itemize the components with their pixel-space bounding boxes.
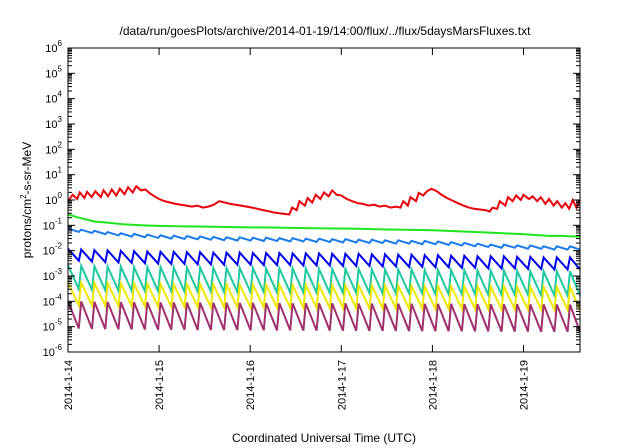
ticks-layer: 10-6 10-5 10-4 10-3 10-2 10-1 100 101 102 103 104 1… [43,39,580,410]
y-axis-label: protons/cm2-s-sr-MeV [19,142,34,258]
y-tick-label: 103 [45,115,62,131]
series-line-4 [67,247,581,272]
x-tick-label: 2014-1-17 [336,360,348,410]
y-tick-label: 105 [45,64,62,80]
chart-title: /data/run/goesPlots/archive/2014-01-19/1… [120,24,532,38]
y-axis-label-rest: -s-sr-MeV [20,142,34,195]
series-line-5 [67,261,581,300]
y-tick-label: 104 [45,90,62,106]
x-tick-label: 2014-1-14 [63,360,75,410]
series-line-1 [67,184,581,216]
series-layer [67,184,581,333]
x-tick-label: 2014-1-19 [519,360,531,410]
series-line-7 [67,300,581,333]
x-tick-label: 2014-1-18 [427,360,439,410]
y-tick-label: 102 [45,140,62,156]
series-line-3 [67,227,581,251]
x-tick-label: 2014-1-16 [245,360,257,410]
x-axis-label: Coordinated Universal Time (UTC) [232,431,416,445]
y-axis-label-main: protons/cm [20,199,34,258]
series-line-2 [67,213,581,238]
y-tick-label: 10-2 [43,242,63,258]
y-tick-label: 10-1 [43,216,63,232]
y-tick-label: 106 [45,39,62,55]
x-tick-label: 2014-1-15 [154,360,166,410]
y-tick-label: 10-5 [43,318,63,334]
y-tick-label: 10-4 [43,292,63,308]
y-tick-label: 100 [45,191,62,207]
y-axis-label-sup: 2 [19,194,28,199]
series-line-6 [67,279,581,314]
y-tick-label: 101 [45,166,62,182]
y-tick-label: 10-6 [43,343,63,359]
y-tick-label: 10-3 [43,267,63,283]
